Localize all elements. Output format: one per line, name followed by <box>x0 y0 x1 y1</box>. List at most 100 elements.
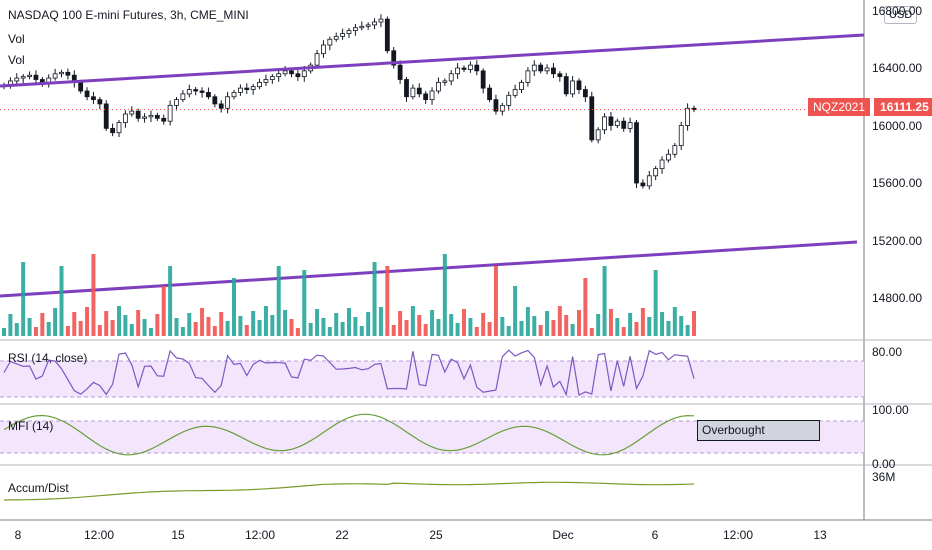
candle-body <box>372 21 377 26</box>
volume-bar <box>129 324 134 336</box>
volume-bar <box>692 311 696 336</box>
volume-bar <box>615 318 620 336</box>
candle-body <box>525 70 531 83</box>
candle-body <box>282 70 288 75</box>
volume-bar <box>327 327 332 336</box>
volume-label-2[interactable]: Vol <box>8 53 25 67</box>
candle-body <box>20 76 26 79</box>
candle-body <box>180 93 186 101</box>
accum-label[interactable]: Accum/Dist <box>8 481 69 495</box>
volume-bar <box>2 328 6 336</box>
volume-bar <box>340 322 345 336</box>
time-tick-label: 12:00 <box>722 528 754 542</box>
volume-bar <box>468 318 473 336</box>
candle-body <box>474 64 480 72</box>
volume-bar <box>168 266 173 336</box>
volume-bar <box>442 254 447 336</box>
price-tick-label: 16400.00 <box>872 61 923 75</box>
rsi-tick-80: 80.00 <box>872 345 903 359</box>
volume-bar <box>46 322 51 336</box>
time-tick-label: 12:00 <box>244 528 276 542</box>
candle-body <box>212 96 218 105</box>
candle-body <box>640 182 646 187</box>
candle-body <box>103 103 109 129</box>
volume-bar <box>59 266 64 336</box>
accum-line <box>3 481 695 501</box>
time-tick-label: 13 <box>813 528 827 542</box>
last-price-badge: NQZ2021 16111.25 <box>808 98 932 116</box>
candle-body <box>666 153 671 161</box>
volume-bar <box>628 313 633 336</box>
candle-body <box>621 120 627 129</box>
candle-body <box>506 94 512 106</box>
volume-bar <box>608 309 613 336</box>
price-tick-label: 15200.00 <box>872 233 923 248</box>
candle-body <box>148 115 154 118</box>
candle-body <box>416 87 422 95</box>
volume-bar <box>570 324 575 336</box>
rsi-label[interactable]: RSI (14, close) <box>8 351 88 365</box>
candle-body <box>327 38 333 46</box>
candle-body <box>110 127 116 134</box>
volume-bar <box>481 313 486 336</box>
volume-bar <box>385 266 390 336</box>
mfi-line <box>3 413 695 456</box>
volume-bar <box>91 254 96 336</box>
volume-bar <box>378 307 383 336</box>
mfi-label[interactable]: MFI (14) <box>8 419 54 433</box>
volume-bar <box>110 320 115 336</box>
candle-body <box>174 99 179 106</box>
candle-body <box>627 122 633 129</box>
volume-bar <box>315 309 320 336</box>
candle-body <box>193 89 199 92</box>
volume-bar <box>589 328 594 336</box>
candle-body <box>646 175 652 187</box>
candle-body <box>467 64 473 70</box>
volume-bar <box>449 314 454 336</box>
volume-bar <box>545 311 550 336</box>
candle-body <box>59 71 64 75</box>
volume-bar <box>359 326 364 336</box>
volume-bar <box>78 321 83 336</box>
candle-body <box>321 44 326 55</box>
candle-body <box>365 24 371 27</box>
time-tick-label: Dec <box>552 528 574 542</box>
volume-bar <box>174 318 179 336</box>
candle-body <box>410 87 416 98</box>
candle-body <box>352 27 358 32</box>
volume-bar <box>33 327 38 336</box>
candle-body <box>14 77 20 82</box>
volume-bar <box>455 323 460 336</box>
volume-bar <box>532 316 537 336</box>
volume-bar <box>462 309 466 336</box>
candle-body <box>499 104 505 112</box>
volume-bar <box>232 278 236 336</box>
candle-body <box>436 81 441 92</box>
volume-bar <box>155 314 160 336</box>
volume-bar <box>347 308 351 336</box>
volume-bar <box>257 320 262 336</box>
candle-body <box>544 67 550 72</box>
candle-body <box>423 93 429 101</box>
candle-body <box>333 35 339 40</box>
volume-bar <box>238 316 243 336</box>
candle-body <box>538 64 544 72</box>
currency-button[interactable]: USD <box>884 6 918 24</box>
candle-body <box>154 115 160 119</box>
volume-label-1[interactable]: Vol <box>8 32 25 46</box>
volume-bar <box>660 312 665 336</box>
candle-body <box>65 71 71 76</box>
volume-bar <box>583 278 588 336</box>
price-tick-label: 16800.00 <box>872 3 923 18</box>
candle-body <box>142 116 147 119</box>
volume-bar <box>666 321 671 336</box>
volume-bar <box>289 319 294 336</box>
volume-bar <box>251 311 256 336</box>
candle-body <box>634 122 639 184</box>
volume-bar <box>53 308 58 336</box>
volume-bar <box>519 321 524 336</box>
volume-bar <box>410 306 415 336</box>
overbought-annotation[interactable]: Overbought <box>697 420 820 441</box>
candle-body <box>429 90 435 101</box>
